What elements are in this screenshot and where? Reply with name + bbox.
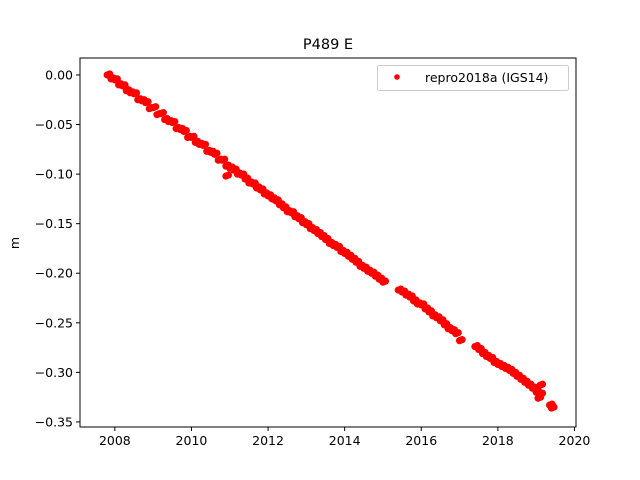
x-tick-label: 2020 bbox=[559, 433, 591, 448]
x-tick-label: 2018 bbox=[482, 433, 514, 448]
data-point bbox=[201, 140, 210, 148]
legend-box bbox=[377, 65, 569, 91]
y-tick-label: −0.10 bbox=[35, 167, 73, 182]
y-tick-label: 0.00 bbox=[45, 67, 73, 82]
y-tick-label: −0.30 bbox=[35, 365, 73, 380]
legend-label: repro2018a (IGS14) bbox=[425, 70, 548, 85]
x-axis-ticks: 2008 2010 2012 2014 2016 2018 2020 bbox=[99, 427, 590, 448]
data-point bbox=[224, 171, 233, 179]
x-tick-label: 2012 bbox=[252, 433, 284, 448]
y-tick-label: −0.35 bbox=[35, 414, 73, 429]
data-point bbox=[113, 75, 121, 83]
y-tick-label: −0.05 bbox=[35, 117, 73, 132]
legend: repro2018a (IGS14) bbox=[377, 65, 569, 91]
y-tick-label: −0.20 bbox=[35, 266, 73, 281]
data-point bbox=[538, 389, 547, 397]
legend-marker bbox=[394, 74, 400, 80]
x-tick-label: 2010 bbox=[176, 433, 208, 448]
y-tick-label: −0.15 bbox=[35, 216, 73, 231]
data-point bbox=[381, 277, 390, 285]
x-tick-label: 2014 bbox=[329, 433, 361, 448]
data-point bbox=[454, 329, 462, 337]
data-point bbox=[121, 81, 129, 89]
data-point bbox=[182, 126, 190, 135]
y-axis-label: m bbox=[7, 237, 22, 249]
data-points bbox=[103, 70, 558, 412]
data-point bbox=[220, 155, 229, 163]
data-point bbox=[213, 149, 221, 157]
data-point bbox=[132, 89, 141, 97]
data-point bbox=[144, 98, 152, 106]
data-point bbox=[190, 132, 198, 141]
chart-title: P489 E bbox=[303, 37, 353, 53]
data-point bbox=[171, 117, 179, 126]
data-point bbox=[159, 109, 167, 117]
plot-frame bbox=[79, 57, 577, 428]
x-tick-label: 2008 bbox=[99, 433, 131, 448]
y-tick-label: −0.25 bbox=[35, 315, 73, 330]
y-axis-ticks: 0.00 −0.05 −0.10 −0.15 −0.20 −0.25 −0.30 −0.35 bbox=[35, 67, 80, 429]
x-tick-label: 2016 bbox=[405, 433, 437, 448]
data-point bbox=[458, 336, 466, 344]
data-point bbox=[152, 103, 160, 111]
data-point bbox=[538, 380, 547, 388]
data-point bbox=[550, 403, 558, 411]
